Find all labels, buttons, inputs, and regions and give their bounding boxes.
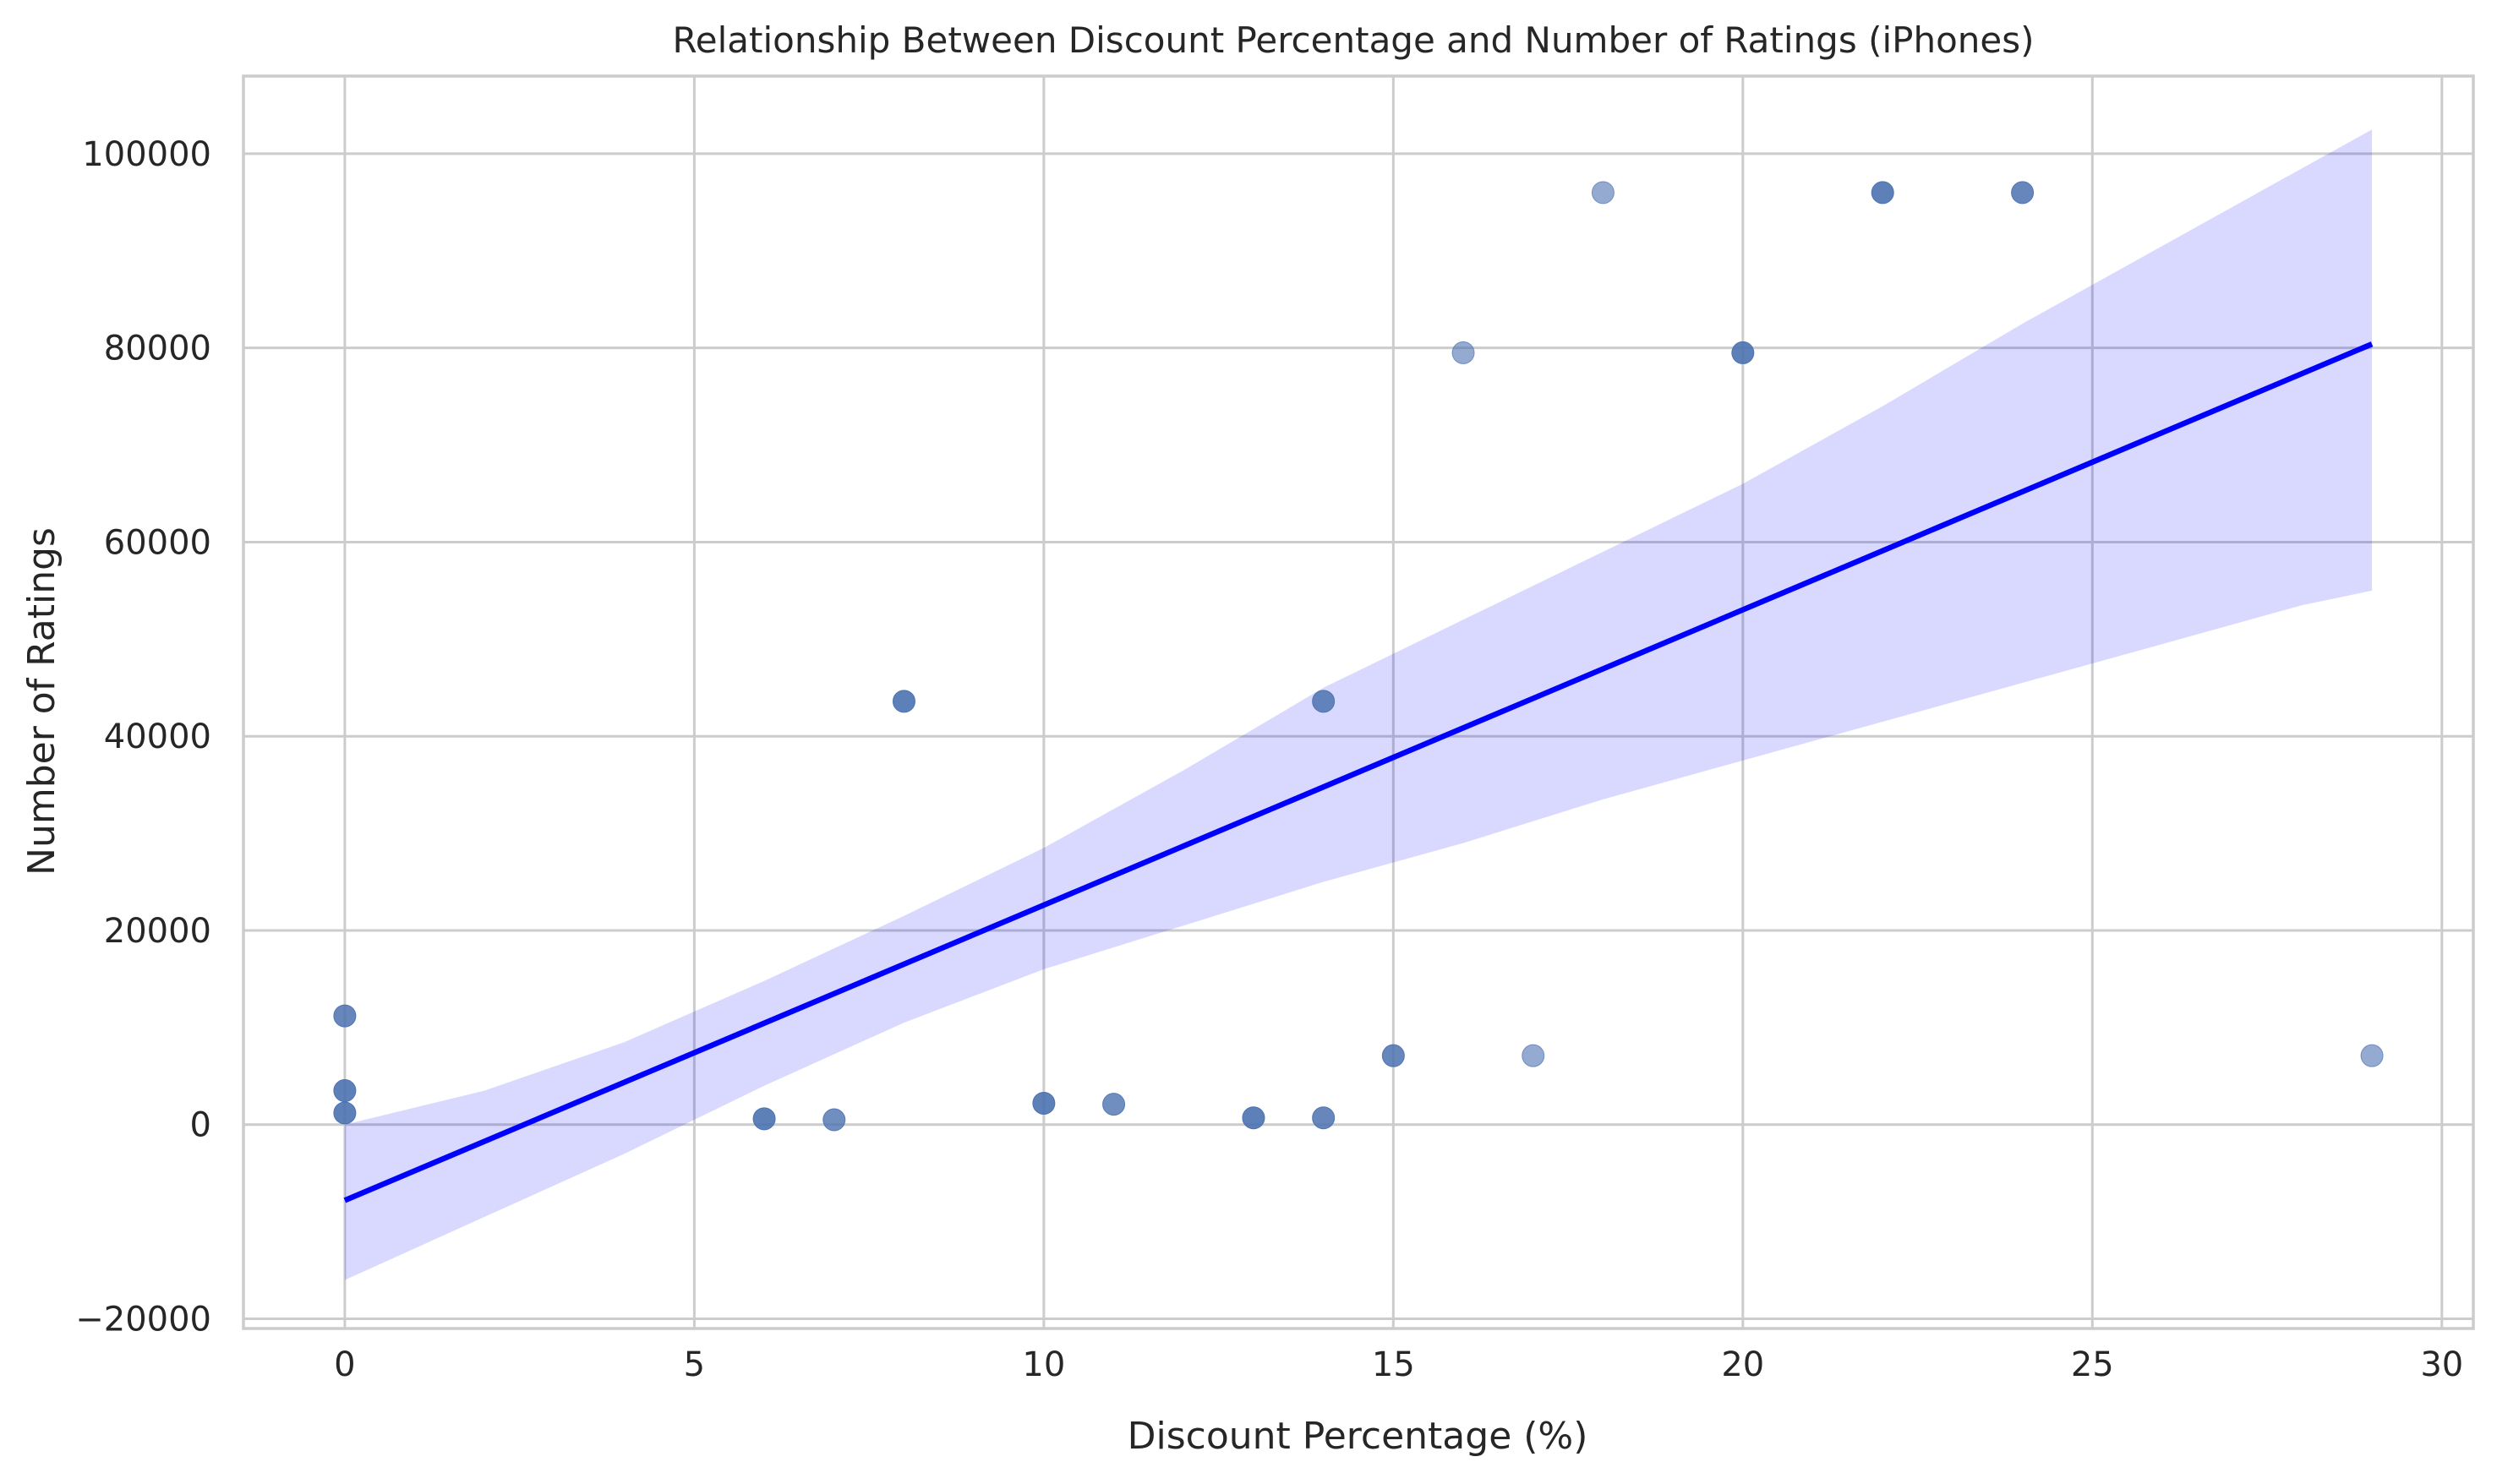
data-point	[1381, 1044, 1405, 1067]
y-tick-labels: −20000 0 20000 40000 60000 80000 100000	[75, 135, 211, 1339]
data-point	[333, 1004, 357, 1028]
data-point	[2011, 181, 2035, 205]
x-tick-label: 5	[684, 1345, 705, 1384]
x-tick-label: 20	[1721, 1345, 1764, 1384]
y-tick-label: 20000	[104, 912, 211, 951]
data-point	[1312, 1106, 1336, 1130]
data-points-layer	[333, 181, 2384, 1132]
data-point	[892, 690, 915, 713]
x-tick-label: 0	[334, 1345, 355, 1384]
data-point	[752, 1107, 776, 1131]
x-tick-label: 30	[2420, 1345, 2463, 1384]
data-point	[1102, 1093, 1126, 1116]
plot-frame	[242, 74, 2475, 1330]
data-point	[333, 1101, 357, 1125]
data-point	[1032, 1091, 1056, 1115]
chart-title: Relationship Between Discount Percentage…	[673, 19, 2035, 61]
data-point	[1451, 341, 1475, 364]
x-tick-label: 15	[1372, 1345, 1415, 1384]
y-tick-label: 40000	[104, 717, 211, 756]
y-tick-label: 60000	[104, 523, 211, 562]
data-point	[1242, 1106, 1265, 1130]
y-tick-label: 0	[190, 1106, 211, 1145]
data-point	[1591, 181, 1615, 205]
data-point	[1522, 1044, 1545, 1067]
x-tick-label: 25	[2071, 1345, 2114, 1384]
regression-line-layer	[343, 341, 2374, 1203]
data-point	[333, 1079, 357, 1103]
confidence-band-layer	[344, 129, 2373, 1280]
data-point	[1312, 690, 1336, 713]
y-axis-label: Number of Ratings	[20, 527, 63, 876]
y-tick-label: 100000	[82, 135, 211, 174]
data-point	[1871, 181, 1894, 205]
x-tick-label: 10	[1022, 1345, 1065, 1384]
x-tick-labels: 0 5 10 15 20 25 30	[334, 1345, 2463, 1384]
y-tick-label: 80000	[104, 330, 211, 368]
data-point	[822, 1108, 846, 1132]
regression-line	[343, 341, 2374, 1203]
y-tick-label: −20000	[75, 1301, 211, 1339]
x-axis-label: Discount Percentage (%)	[1128, 1415, 1588, 1458]
data-point	[1731, 341, 1755, 364]
data-point	[2360, 1044, 2384, 1067]
grid-lines	[243, 76, 2473, 1329]
confidence-band	[344, 129, 2373, 1280]
